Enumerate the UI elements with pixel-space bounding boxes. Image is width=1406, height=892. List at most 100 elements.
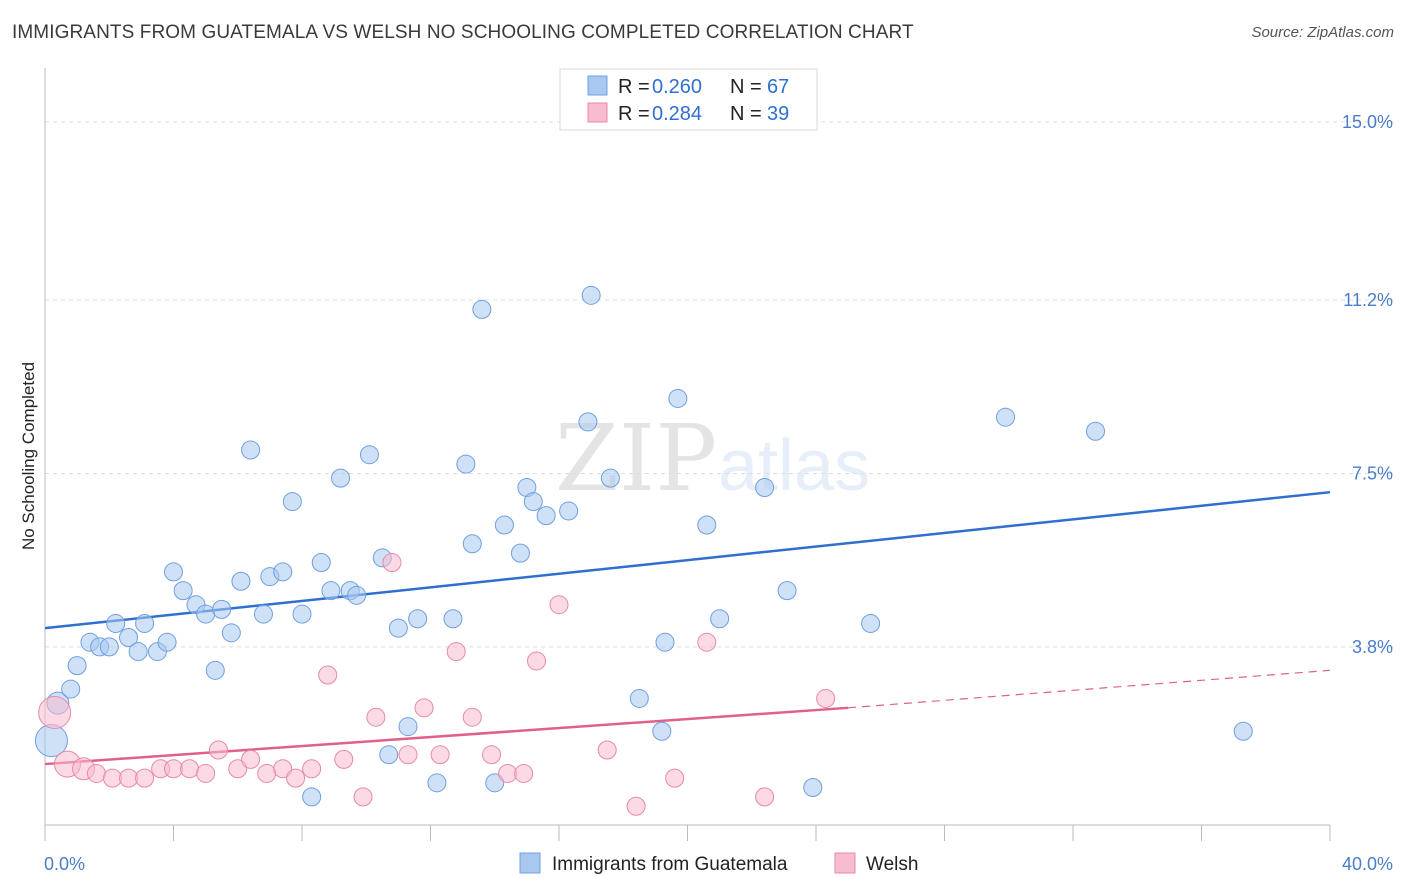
y-tick-label: 7.5% bbox=[1352, 463, 1393, 483]
bottom-legend: Immigrants from Guatemala Welsh bbox=[519, 852, 918, 875]
guatemala-point bbox=[485, 773, 505, 793]
y-tick-labels: 3.8% 7.5% 11.2% 15.0% bbox=[1342, 112, 1393, 657]
guatemala-point bbox=[443, 609, 463, 629]
guatemala-point bbox=[600, 468, 620, 488]
guatemala-point bbox=[559, 501, 579, 521]
guatemala-point bbox=[61, 679, 81, 699]
y-tick-label: 3.8% bbox=[1352, 637, 1393, 657]
watermark-atlas: atlas bbox=[718, 426, 870, 506]
legend-r-value-blue: 0.260 bbox=[652, 76, 702, 98]
welsh-point bbox=[430, 745, 450, 765]
guatemala-point bbox=[359, 445, 379, 465]
y-tick-label: 15.0% bbox=[1342, 112, 1393, 132]
legend-r-value-pink: 0.284 bbox=[652, 103, 702, 125]
legend-n-label-pink: N = bbox=[730, 103, 762, 125]
guatemala-point bbox=[510, 543, 530, 563]
bottom-legend-label-pink: Welsh bbox=[866, 854, 918, 875]
axes bbox=[44, 68, 1331, 841]
guatemala-point bbox=[157, 632, 177, 652]
welsh-point bbox=[164, 759, 183, 779]
welsh-point bbox=[302, 759, 322, 779]
guatemala-point bbox=[241, 440, 261, 460]
guatemala-point bbox=[755, 478, 775, 497]
guatemala-point bbox=[119, 628, 139, 647]
welsh-point bbox=[180, 759, 200, 779]
x-tick-label-min: 0.0% bbox=[44, 854, 85, 874]
guatemala-point bbox=[996, 407, 1016, 427]
guatemala-point bbox=[655, 632, 675, 652]
guatemala-point bbox=[578, 412, 598, 432]
guatemala-point bbox=[302, 787, 322, 807]
welsh-point bbox=[665, 768, 685, 788]
guatemala-point bbox=[697, 515, 717, 535]
welsh-point bbox=[697, 632, 717, 652]
watermark: ZIP atlas bbox=[555, 405, 870, 512]
welsh-point bbox=[334, 749, 354, 769]
guatemala-point bbox=[221, 623, 241, 643]
welsh-point bbox=[398, 745, 418, 765]
chart-title: IMMIGRANTS FROM GUATEMALA VS WELSH NO SC… bbox=[12, 22, 914, 43]
guatemala-point bbox=[253, 604, 273, 624]
welsh-point bbox=[119, 768, 139, 788]
legend-r-label-blue: R = bbox=[618, 76, 650, 98]
guatemala-point bbox=[173, 581, 193, 601]
guatemala-point bbox=[379, 745, 399, 765]
welsh-point bbox=[273, 759, 293, 779]
x-tick-label-max: 40.0% bbox=[1342, 854, 1393, 874]
guatemala-point bbox=[347, 585, 367, 605]
gridlines bbox=[45, 121, 1393, 648]
guatemala-point bbox=[212, 599, 232, 619]
guatemala-point bbox=[581, 285, 601, 305]
bottom-legend-label-blue: Immigrants from Guatemala bbox=[552, 854, 788, 875]
guatemala-point bbox=[205, 660, 225, 680]
guatemala-point bbox=[398, 717, 418, 737]
welsh-point bbox=[527, 651, 547, 671]
guatemala-point bbox=[388, 618, 408, 638]
welsh-point bbox=[626, 796, 646, 816]
welsh-point bbox=[102, 768, 122, 788]
welsh-point bbox=[135, 768, 155, 788]
welsh-point bbox=[498, 763, 518, 783]
welsh-trend-line bbox=[44, 706, 849, 766]
welsh-point bbox=[228, 759, 248, 779]
welsh-point bbox=[196, 763, 216, 783]
guatemala-point bbox=[164, 562, 183, 582]
welsh-point bbox=[462, 707, 482, 727]
guatemala-point bbox=[331, 468, 351, 488]
y-tick-label: 11.2% bbox=[1343, 290, 1393, 310]
guatemala-point bbox=[135, 613, 155, 633]
welsh-point bbox=[353, 787, 373, 807]
welsh-point bbox=[241, 749, 261, 769]
guatemala-point bbox=[494, 515, 514, 535]
legend-r-label-pink: R = bbox=[618, 103, 650, 125]
guatemala-point bbox=[273, 562, 293, 582]
legend-swatch-pink bbox=[587, 102, 608, 123]
legend-n-label-blue: N = bbox=[730, 76, 762, 98]
welsh-point bbox=[86, 763, 106, 783]
guatemala-point bbox=[652, 721, 672, 741]
welsh-point bbox=[382, 553, 402, 572]
guatemala-point bbox=[106, 613, 126, 633]
welsh-point bbox=[549, 595, 569, 615]
guatemala-point bbox=[282, 492, 302, 512]
welsh-trend-extension bbox=[848, 669, 1331, 709]
welsh-point bbox=[816, 688, 836, 708]
guatemala-point bbox=[311, 553, 331, 572]
guatemala-point bbox=[67, 656, 87, 676]
welsh-point bbox=[318, 665, 338, 685]
guatemala-point bbox=[668, 388, 688, 408]
guatemala-point bbox=[99, 637, 119, 657]
data-points bbox=[34, 285, 1253, 816]
welsh-point bbox=[414, 698, 434, 718]
guatemala-point bbox=[128, 642, 148, 662]
legend-n-value-blue: 67 bbox=[767, 76, 789, 98]
trend-lines bbox=[44, 490, 1331, 766]
legend-box: R = 0.260 N = 67 R = 0.284 N = 39 bbox=[559, 68, 818, 131]
guatemala-point bbox=[408, 609, 428, 629]
guatemala-point bbox=[523, 492, 543, 512]
guatemala-point bbox=[427, 773, 447, 793]
source-credit: Source: ZipAtlas.com bbox=[1251, 24, 1394, 41]
guatemala-point bbox=[861, 613, 881, 633]
welsh-point bbox=[286, 768, 306, 788]
welsh-point bbox=[755, 787, 775, 807]
